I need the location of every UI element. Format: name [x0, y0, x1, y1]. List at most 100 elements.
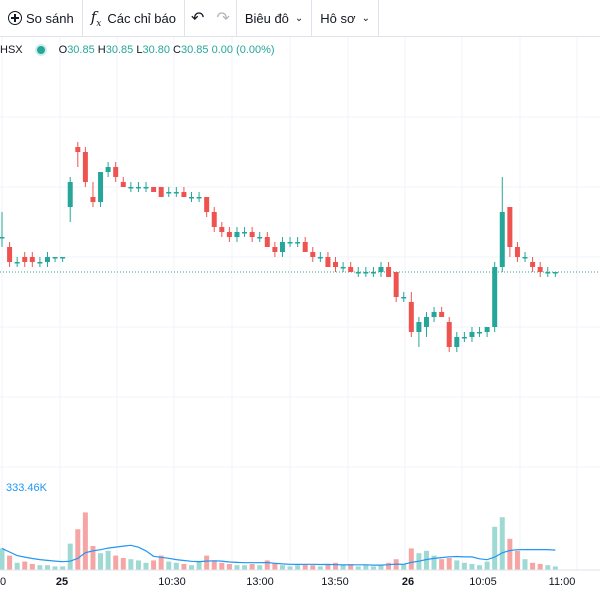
volume-bar [204, 555, 210, 570]
volume-bar [439, 559, 445, 570]
close-value: 30.85 [181, 44, 209, 56]
candle-body [135, 187, 141, 189]
volume-bar [90, 546, 96, 570]
candle-body [29, 257, 35, 262]
time-tick-label: 25 [56, 576, 68, 588]
volume-bar [264, 560, 270, 570]
indicators-button[interactable]: fx Các chỉ báo [83, 0, 184, 36]
ohlc-values: O30.85 H30.85 L30.80 C30.85 0.00 (0.00%) [58, 44, 275, 56]
candle-body [219, 227, 225, 232]
volume-bar [158, 555, 164, 570]
chevron-down-icon: ⌄ [361, 12, 370, 24]
volume-bar [219, 562, 225, 570]
volume-bar [454, 560, 460, 570]
volume-bar [0, 548, 5, 570]
candle-body [44, 257, 50, 262]
volume-bar [378, 565, 384, 570]
undo-button[interactable]: ↶ [185, 0, 210, 36]
volume-legend: 333.46K [0, 482, 47, 494]
volume-bar [120, 558, 126, 570]
candle-body [499, 212, 505, 267]
volume-bar [340, 565, 346, 570]
compare-button[interactable]: So sánh [0, 0, 82, 36]
candle-body [530, 262, 536, 267]
candle-body [7, 247, 13, 262]
volume-bar [446, 558, 452, 570]
volume-bar [295, 565, 301, 570]
volume-bar [60, 566, 66, 570]
candle-body [211, 212, 217, 227]
candle-body [537, 267, 543, 272]
volume-bar [522, 559, 528, 570]
volume-bar [317, 566, 323, 570]
candle-body [234, 232, 240, 237]
candle-body [522, 257, 528, 259]
volume-bar [82, 512, 88, 570]
candle-body [302, 242, 308, 252]
candle-body [446, 322, 452, 347]
volume-bar [333, 562, 339, 570]
time-tick-label: 10:30 [158, 576, 186, 588]
candle-body [128, 187, 134, 189]
candle-body [295, 242, 301, 244]
volume-bar [279, 565, 285, 570]
toolbar-divider [184, 0, 185, 36]
candle-body [158, 187, 164, 197]
volume-bar [401, 564, 407, 570]
time-tick-label: 11:00 [549, 576, 576, 588]
volume-bar [552, 566, 558, 570]
candle-body [439, 312, 445, 317]
volume-bar [257, 565, 263, 570]
candle-body [60, 257, 66, 259]
volume-bar [67, 543, 73, 570]
candle-body [113, 167, 119, 177]
volume-bar [302, 564, 308, 570]
candle-body [416, 322, 422, 332]
price-chart[interactable]: 10 25 10:30 13:00 13:50 26 10:05 11:00 [0, 37, 600, 597]
volume-bar [14, 562, 20, 570]
candle-body [151, 187, 157, 192]
candle-body [226, 232, 232, 237]
volume-bar [423, 550, 429, 570]
chart-type-dropdown[interactable]: Biêu đô ⌄ [237, 0, 311, 36]
ohlc-legend: HSX O30.85 H30.85 L30.80 C30.85 0.00 (0.… [0, 40, 275, 60]
candle-body [454, 337, 460, 347]
plus-circle-icon [8, 11, 22, 25]
volume-bar [7, 555, 13, 570]
candle-body [401, 297, 407, 299]
candle-body [484, 327, 490, 332]
candle-body [431, 312, 437, 317]
volume-bar [287, 566, 293, 570]
volume-bar [242, 565, 248, 570]
candle-body [0, 237, 5, 239]
candle-body [355, 272, 361, 274]
volume-bar [348, 564, 354, 570]
volume-bar [325, 564, 331, 570]
candle-body [279, 242, 285, 252]
redo-button[interactable]: ↷ [210, 0, 235, 36]
volume-bar [272, 562, 278, 570]
volume-bar [226, 564, 232, 570]
candle-body [90, 197, 96, 202]
volume-bar [492, 526, 498, 570]
candle-body [181, 192, 187, 197]
market-status-dot-icon [36, 46, 45, 54]
candle-body [204, 197, 210, 212]
volume-bar [196, 561, 202, 570]
volume-bar [37, 565, 43, 570]
candle-body [378, 267, 384, 272]
candle-body [461, 337, 467, 339]
indicators-label: Các chỉ báo [107, 10, 176, 26]
volume-bar [545, 565, 551, 570]
chevron-down-icon: ⌄ [294, 12, 304, 24]
candle-body [264, 237, 270, 247]
candle-body [310, 252, 316, 257]
open-value: 30.85 [67, 44, 95, 56]
time-tick-label: 26 [402, 576, 414, 588]
candle-body [287, 242, 293, 244]
candle-body [249, 232, 255, 237]
volume-bar [530, 562, 536, 570]
volume-value: 333.46K [6, 482, 47, 494]
template-dropdown[interactable]: Hô sơ ⌄ [312, 0, 378, 36]
candle-body [386, 267, 392, 277]
